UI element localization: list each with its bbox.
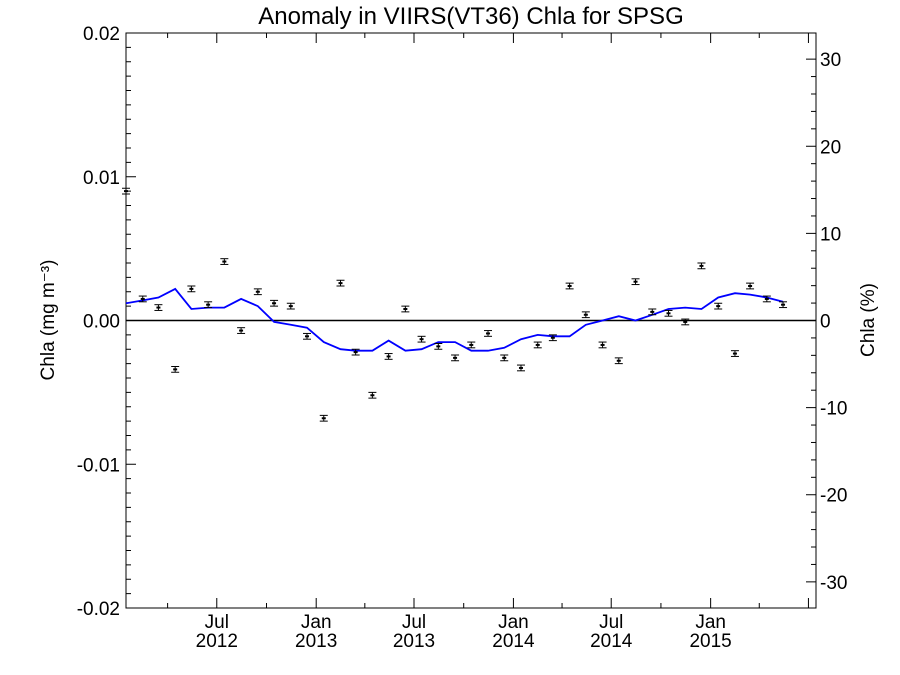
errorbar-point	[154, 304, 163, 311]
right-tick-label: 30	[820, 50, 841, 71]
errorbar-point	[384, 353, 393, 360]
x-tick-label-month: Jan	[695, 612, 726, 633]
x-tick-label-year: 2013	[393, 631, 435, 652]
errorbar-point	[434, 343, 443, 350]
x-tick-label-month: Jan	[498, 612, 529, 633]
errorbar-point	[500, 354, 509, 362]
errorbar-point	[648, 308, 657, 316]
errorbar-point	[565, 282, 574, 290]
left-tick-label: -0.01	[77, 455, 120, 476]
errorbar-point	[631, 278, 640, 286]
errorbar-point	[286, 302, 295, 310]
left-axis: 0.02 0.01 0.00 -0.01 -0.02	[77, 24, 136, 620]
errorbar-point	[697, 262, 706, 270]
right-tick-label: -20	[820, 486, 847, 507]
right-tick-label: -30	[820, 573, 847, 594]
errorbar-point	[138, 295, 147, 303]
right-axis: 30 20 10 0 -10 -20 -30	[806, 50, 847, 594]
errorbar-point	[187, 285, 196, 293]
errorbar-point	[204, 301, 213, 309]
right-tick-label: 10	[820, 224, 841, 245]
right-tick-label: 0	[820, 312, 831, 333]
errorbar-point	[171, 366, 180, 373]
errorbar-point	[253, 288, 262, 296]
left-tick-label: 0.01	[83, 168, 120, 189]
errorbar-point	[598, 341, 607, 349]
errorbar-point	[368, 391, 377, 399]
x-tick-label-year: 2012	[196, 631, 238, 652]
left-tick-label: -0.02	[77, 599, 120, 620]
x-tick-label-month: Jul	[402, 612, 426, 633]
errorbar-point	[401, 305, 410, 313]
errorbar-point	[581, 311, 590, 319]
x-tick-label-year: 2015	[689, 631, 731, 652]
errorbar-point	[467, 341, 476, 349]
right-tick-label: 20	[820, 137, 841, 158]
errorbar-point	[484, 330, 493, 337]
errorbar-point	[762, 295, 771, 303]
x-tick-label-month: Jul	[599, 612, 623, 633]
errorbar-point	[746, 282, 755, 290]
left-tick-label: 0.00	[83, 312, 120, 333]
x-axis: Jul2012Jan2013Jul2013Jan2014Jul2014Jan20…	[167, 33, 809, 652]
errorbar-point	[681, 318, 690, 326]
errorbar-point	[237, 327, 246, 334]
chart-title: Anomaly in VIIRS(VT36) Chla for SPSG	[258, 3, 683, 30]
errorbar-point	[664, 309, 673, 317]
x-tick-label-year: 2014	[590, 631, 633, 652]
left-tick-label: 0.02	[83, 24, 120, 45]
errorbar-point	[270, 299, 279, 307]
errorbar-point	[122, 187, 130, 195]
y-axis-label-left: Chla (mg m⁻³)	[38, 260, 59, 381]
errorbar-point	[319, 414, 328, 422]
series-line-blue	[125, 287, 784, 352]
errorbar-point	[336, 279, 345, 287]
y-axis-label-right: Chla (%)	[858, 283, 879, 357]
errorbar-point	[614, 357, 623, 365]
x-tick-label-month: Jan	[301, 612, 332, 633]
errorbar-point	[533, 341, 542, 349]
errorbar-point	[303, 332, 312, 340]
errorbar-point	[779, 301, 788, 309]
errorbar-point	[516, 364, 525, 372]
errorbar-point	[220, 258, 229, 265]
errorbar-point	[730, 350, 739, 357]
errorbar-point	[714, 302, 723, 310]
errorbar-point	[417, 335, 426, 343]
errorbar-point	[351, 348, 360, 356]
errorbar-point	[548, 334, 557, 342]
x-tick-label-year: 2013	[295, 631, 337, 652]
x-tick-label-year: 2014	[492, 631, 535, 652]
errorbar-point	[451, 354, 460, 362]
x-tick-label-month: Jul	[205, 612, 229, 633]
errorbar-points	[122, 187, 788, 422]
right-tick-label: -10	[820, 399, 847, 420]
